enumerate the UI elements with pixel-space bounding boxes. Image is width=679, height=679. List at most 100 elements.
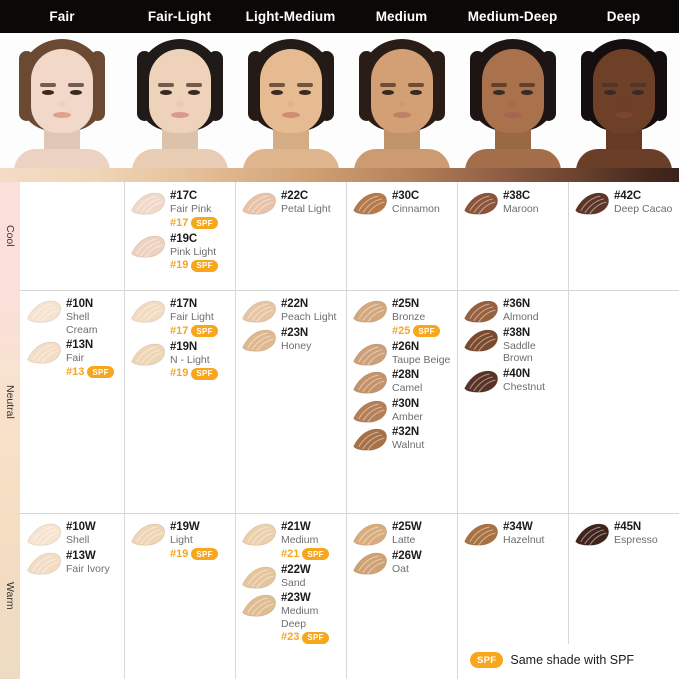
foundation-swatch-icon: [463, 522, 499, 547]
shade-item[interactable]: #23N Honey: [241, 327, 342, 353]
shade-item[interactable]: #40N Chestnut: [463, 368, 564, 394]
shade-name: Latte: [392, 534, 416, 546]
shade-cell: [568, 290, 679, 513]
category-header-label: Fair: [49, 9, 75, 24]
shade-item[interactable]: #32N Walnut: [352, 426, 453, 452]
shade-item[interactable]: #13W Fair Ivory: [26, 550, 120, 576]
spf-badge-icon: SPF: [191, 325, 218, 337]
model-face: [131, 39, 228, 168]
shade-item[interactable]: #25N Bronze #25 SPF: [352, 298, 453, 338]
category-header-fair: Fair: [0, 0, 124, 33]
grid-column-divider: [457, 182, 458, 679]
foundation-swatch-icon: [241, 522, 277, 547]
shade-item[interactable]: #30C Cinnamon: [352, 190, 453, 216]
spf-badge-icon: SPF: [191, 259, 218, 272]
shade-code: #42C: [614, 190, 642, 202]
spf-variant[interactable]: #19 SPF: [170, 367, 231, 380]
shade-code: #19W: [170, 521, 200, 533]
foundation-swatch-icon: [574, 191, 610, 216]
foundation-swatch-icon: [352, 551, 388, 576]
spf-shade-number: #21: [281, 547, 300, 560]
shade-name: Fair Ivory: [66, 562, 110, 575]
shade-name: Amber: [392, 410, 423, 423]
shade-code: #22N: [281, 298, 309, 310]
grid-row-divider: [20, 513, 679, 514]
foundation-swatch-icon: [241, 565, 277, 590]
spf-badge-icon: SPF: [191, 217, 218, 229]
shade-item[interactable]: #38C Maroon: [463, 190, 564, 216]
shade-name: Bronze: [392, 311, 426, 323]
shade-item[interactable]: #42C Deep Cacao: [574, 190, 675, 216]
shade-item[interactable]: #22N Peach Light: [241, 298, 342, 324]
spf-variant[interactable]: #19 SPF: [170, 548, 231, 561]
spf-variant[interactable]: #17 SPF: [170, 217, 231, 230]
shade-code: #28N: [392, 369, 420, 381]
shade-item[interactable]: #34W Hazelnut: [463, 521, 564, 547]
foundation-swatch-icon: [26, 522, 62, 547]
model-portrait: [235, 33, 346, 168]
shade-item[interactable]: #19N N - Light #19 SPF: [130, 341, 231, 381]
shade-item[interactable]: #25W Latte: [352, 521, 453, 547]
shade-item[interactable]: #38N Saddle Brown: [463, 327, 564, 365]
shade-cell: #17C Fair Pink #17 SPF #19C Pink Light #19 SPF: [124, 182, 235, 290]
category-header-label: Light-Medium: [245, 9, 336, 24]
category-header-medium-deep: Medium-Deep: [457, 0, 568, 33]
spf-variant[interactable]: #19 SPF: [170, 259, 231, 272]
spf-shade-number: #19: [170, 367, 189, 379]
shade-item[interactable]: #10W Shell: [26, 521, 120, 547]
shade-item[interactable]: #17C Fair Pink #17 SPF: [130, 190, 231, 230]
foundation-swatch-icon: [352, 299, 388, 324]
shade-item[interactable]: #30N Amber: [352, 398, 453, 424]
shade-name: Walnut: [392, 439, 425, 451]
foundation-swatch-icon: [352, 191, 388, 216]
spf-variant[interactable]: #21 SPF: [281, 548, 342, 561]
shade-name: Fair: [66, 352, 85, 364]
shade-item[interactable]: #22C Petal Light: [241, 190, 342, 216]
shade-cell: #25W Latte #26W Oat: [346, 513, 457, 679]
shade-item[interactable]: #22W Sand: [241, 564, 342, 590]
shade-cell: #21W Medium #21 SPF #22W Sand #23W Medium Deep #…: [235, 513, 346, 679]
shade-name: Taupe Beige: [392, 353, 451, 366]
shade-item[interactable]: #36N Almond: [463, 298, 564, 324]
spf-variant[interactable]: #23 SPF: [281, 631, 342, 644]
foundation-swatch-icon: [352, 522, 388, 547]
foundation-swatch-icon: [241, 299, 277, 324]
shade-code: #23N: [281, 326, 309, 339]
shade-item[interactable]: #26W Oat: [352, 550, 453, 576]
shade-name: Shell: [66, 534, 90, 546]
shade-cell: #34W Hazelnut: [457, 513, 568, 679]
shade-code: #22W: [281, 563, 311, 576]
shade-item[interactable]: #19W Light #19 SPF: [130, 521, 231, 561]
model-portrait: [568, 33, 679, 168]
shade-item[interactable]: #17N Fair Light #17 SPF: [130, 298, 231, 338]
spf-badge-icon: SPF: [413, 325, 440, 337]
shade-code: #17N: [170, 298, 198, 310]
spf-variant[interactable]: #17 SPF: [170, 325, 231, 338]
grid-row-divider: [20, 290, 679, 291]
shade-name: Oat: [392, 562, 409, 575]
shade-name: Pink Light: [170, 245, 217, 258]
shade-item[interactable]: #45N Espresso: [574, 521, 675, 547]
foundation-swatch-icon: [463, 299, 499, 324]
shade-item[interactable]: #28N Camel: [352, 369, 453, 395]
spf-variant[interactable]: #13 SPF: [66, 366, 120, 379]
shade-grid: #17C Fair Pink #17 SPF #19C Pink Light #19 SPF #…: [20, 182, 679, 679]
shade-item[interactable]: #21W Medium #21 SPF: [241, 521, 342, 561]
spf-badge-icon: SPF: [191, 367, 218, 380]
shade-cell: #22C Petal Light: [235, 182, 346, 290]
spf-legend-label: Same shade with SPF: [510, 653, 635, 667]
shade-cell: #10W Shell #13W Fair Ivory: [20, 513, 124, 679]
foundation-swatch-icon: [130, 234, 166, 259]
shade-item[interactable]: #19C Pink Light #19 SPF: [130, 233, 231, 273]
shade-item[interactable]: #26N Taupe Beige: [352, 341, 453, 367]
spf-variant[interactable]: #25 SPF: [392, 325, 453, 338]
spf-shade-number: #25: [392, 324, 411, 337]
shade-item[interactable]: #23W Medium Deep #23 SPF: [241, 592, 342, 644]
shade-name: Espresso: [614, 534, 658, 546]
shade-code: #30C: [392, 190, 420, 202]
foundation-swatch-icon: [26, 299, 62, 324]
foundation-swatch-icon: [241, 593, 277, 618]
shade-item[interactable]: #10N Shell Cream: [26, 298, 120, 336]
skin-tone-gradient-strip: [0, 168, 679, 182]
shade-item[interactable]: #13N Fair #13 SPF: [26, 339, 120, 379]
